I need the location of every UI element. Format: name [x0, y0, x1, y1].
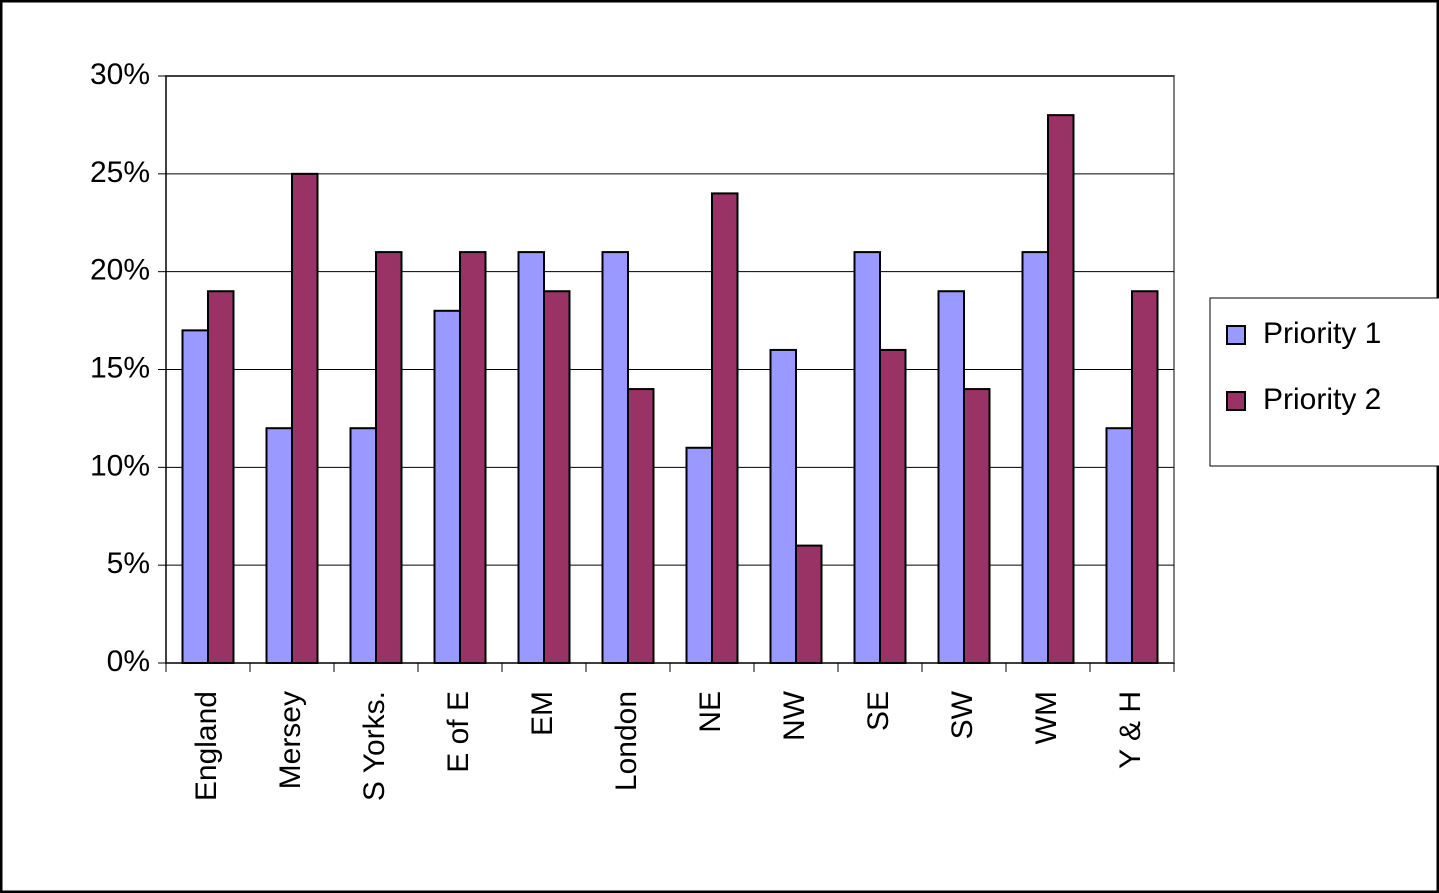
bar — [1047, 114, 1075, 664]
x-tick-label: EM — [526, 691, 559, 736]
legend-box — [1209, 297, 1439, 467]
legend-label: Priority 1 — [1263, 317, 1381, 350]
bar — [627, 388, 655, 664]
x-tick-label: NW — [778, 690, 811, 741]
bar — [265, 427, 293, 665]
x-tick-label: SE — [862, 691, 895, 731]
bar — [181, 329, 209, 664]
x-tick-label: England — [190, 691, 223, 801]
y-tick-label: 5% — [107, 547, 150, 580]
bar — [601, 251, 629, 664]
y-tick-label: 15% — [90, 351, 150, 384]
legend-swatch — [1226, 391, 1246, 411]
bar — [685, 446, 713, 664]
x-tick-label: SW — [946, 690, 979, 739]
y-tick-label: 30% — [90, 58, 150, 91]
bar — [207, 290, 235, 664]
bar — [853, 251, 881, 664]
x-tick-label: Mersey — [274, 691, 307, 789]
bar — [963, 388, 991, 664]
y-tick-label: 25% — [90, 156, 150, 189]
bar — [1021, 251, 1049, 664]
bar — [937, 290, 965, 664]
bar — [543, 290, 571, 664]
x-tick-label: London — [610, 691, 643, 791]
bar — [711, 192, 739, 664]
legend-swatch — [1226, 325, 1246, 345]
y-tick-label: 0% — [107, 645, 150, 678]
bar — [879, 348, 907, 664]
bar — [459, 251, 487, 664]
bar — [1105, 427, 1133, 665]
y-tick-label: 10% — [90, 449, 150, 482]
legend-label: Priority 2 — [1263, 383, 1381, 416]
bar — [349, 427, 377, 665]
bar — [769, 348, 797, 664]
bar — [1131, 290, 1159, 664]
bar — [795, 544, 823, 664]
x-tick-label: S Yorks. — [358, 691, 391, 801]
x-tick-label: NE — [694, 691, 727, 733]
x-tick-label: Y & H — [1114, 691, 1147, 769]
bar — [291, 172, 319, 664]
bar — [433, 309, 461, 664]
x-tick-label: WM — [1030, 691, 1063, 744]
x-tick-label: E of E — [442, 691, 475, 773]
bar — [375, 251, 403, 664]
y-tick-label: 20% — [90, 254, 150, 287]
bar — [517, 251, 545, 664]
